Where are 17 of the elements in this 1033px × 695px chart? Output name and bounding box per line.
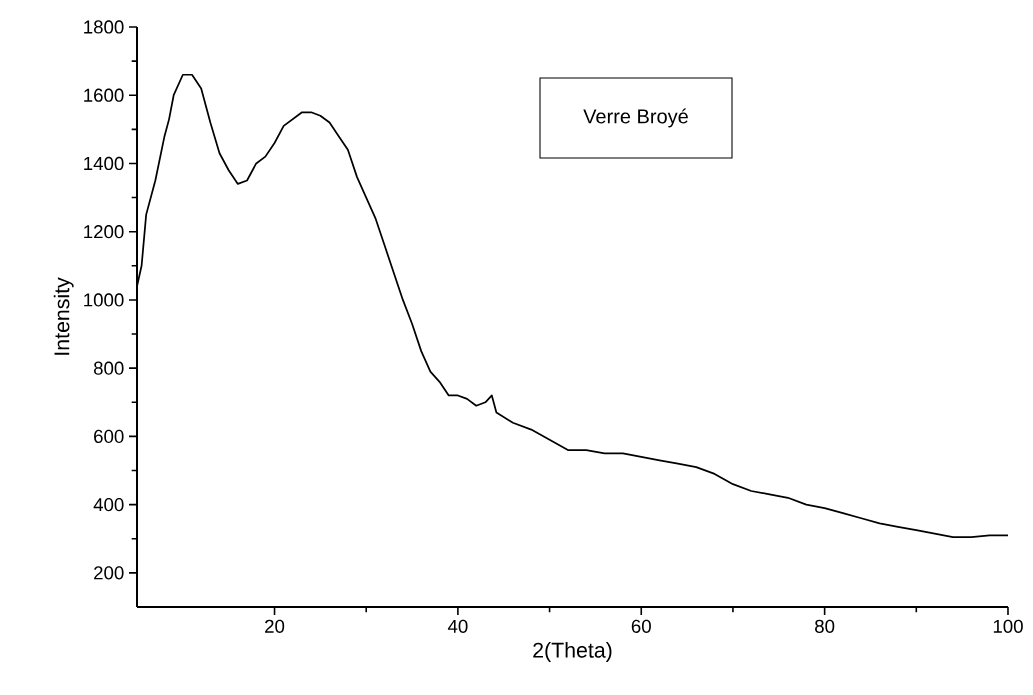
y-tick-label: 1000 (84, 293, 124, 307)
x-tick-label: 20 (265, 619, 285, 633)
x-axis-title: 2(Theta) (533, 642, 612, 662)
y-tick-label: 400 (93, 498, 124, 512)
y-tick-label: 1800 (84, 20, 124, 34)
x-tick-label: 100 (993, 619, 1023, 633)
y-tick-label: 1400 (84, 156, 124, 171)
y-tick-label: 800 (93, 361, 124, 375)
y-axis-title: Intensity (53, 277, 74, 355)
y-tick-label: 200 (94, 566, 124, 580)
x-tick-label: 40 (447, 619, 468, 633)
y-tick-label: 1600 (84, 88, 124, 102)
x-tick-label: 80 (815, 619, 835, 633)
annotation: Verre Broyé (583, 108, 688, 128)
x-tick-label: 60 (631, 619, 651, 633)
y-tick-label: 600 (94, 429, 124, 444)
y-tick-label: 1200 (84, 225, 124, 239)
